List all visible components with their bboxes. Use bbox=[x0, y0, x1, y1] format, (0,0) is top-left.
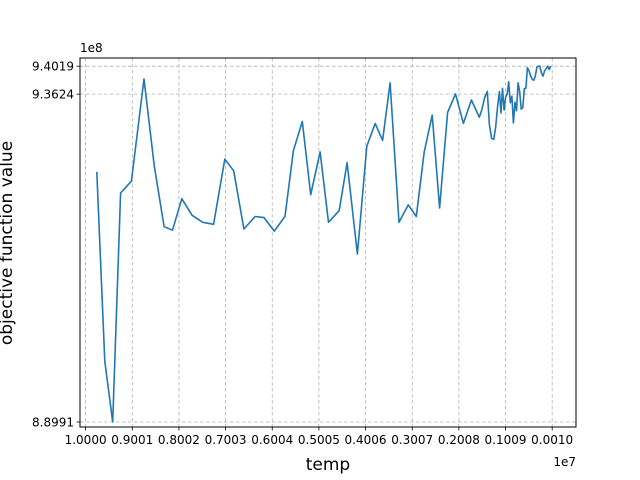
series-line bbox=[96, 65, 552, 423]
grid bbox=[80, 58, 576, 427]
axes-frame bbox=[79, 57, 577, 428]
x-offset-label: 1e7 bbox=[553, 455, 576, 469]
x-axis-label: temp bbox=[306, 455, 350, 475]
ticks: 1.0000 0.9001 0.8002 0.7003 0.6004 0.5005 0.40… bbox=[32, 60, 573, 447]
y-tick-label: 9.3624 bbox=[32, 88, 74, 102]
x-tick-label: 0.7003 bbox=[205, 433, 247, 447]
y-tick-label: 8.8991 bbox=[32, 415, 74, 429]
x-tick-label: 0.5005 bbox=[298, 433, 340, 447]
plot-area bbox=[96, 65, 552, 423]
y-axis-label: objective function value bbox=[0, 141, 17, 345]
y-offset-label: 1e8 bbox=[80, 41, 103, 55]
x-tick-label: 0.2008 bbox=[438, 433, 480, 447]
x-tick-label: 0.6004 bbox=[251, 433, 293, 447]
x-tick-label: 0.8002 bbox=[158, 433, 200, 447]
x-tick-label: 0.9001 bbox=[111, 433, 153, 447]
x-tick-label: 0.3007 bbox=[391, 433, 433, 447]
y-tick-label: 9.4019 bbox=[32, 60, 74, 74]
x-tick-label: 1.0000 bbox=[65, 433, 107, 447]
x-tick-label: 0.0010 bbox=[531, 433, 573, 447]
x-tick-label: 0.1009 bbox=[485, 433, 527, 447]
x-tick-label: 0.4006 bbox=[345, 433, 387, 447]
